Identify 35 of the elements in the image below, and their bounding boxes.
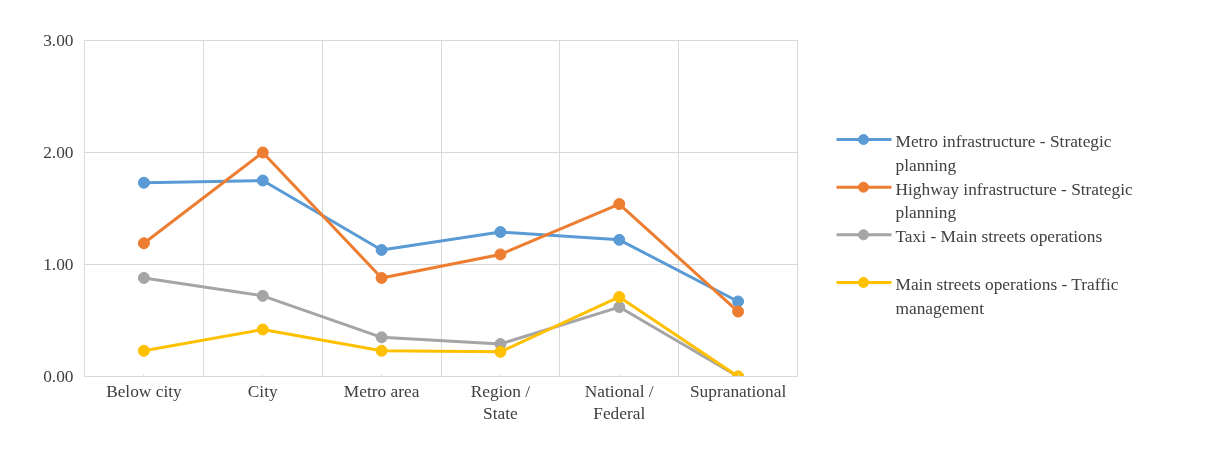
point xyxy=(732,295,745,308)
point xyxy=(256,323,269,336)
point xyxy=(137,344,150,357)
point xyxy=(137,176,150,189)
y-tick-label: 1.00 xyxy=(43,255,74,274)
x-tick-label: Region / State xyxy=(470,381,531,424)
x-tick-label: Below city xyxy=(106,381,183,401)
point xyxy=(375,271,388,284)
point xyxy=(732,305,745,318)
x-tick-label: City xyxy=(247,381,279,401)
y-tick-label: 2.00 xyxy=(43,143,74,162)
legend-label: Highway infrastructure - Strategic planning xyxy=(895,179,1134,223)
point xyxy=(613,290,626,303)
x-tick-label: Supranational xyxy=(689,381,787,401)
point xyxy=(613,233,626,246)
point xyxy=(375,331,388,344)
legend-label: Taxi - Main streets operations xyxy=(895,227,1103,247)
point xyxy=(494,345,507,358)
point xyxy=(494,248,507,261)
y-tick-label: 3.00 xyxy=(43,31,74,50)
x-tick-label: National / Federal xyxy=(584,381,654,424)
x-tick-label: Metro area xyxy=(343,381,420,401)
point xyxy=(256,146,269,159)
point xyxy=(375,344,388,357)
point xyxy=(256,289,269,302)
point xyxy=(375,243,388,256)
point xyxy=(256,174,269,187)
legend-label: Metro infrastructure - Strategic planning xyxy=(895,131,1112,175)
point xyxy=(494,226,507,239)
point xyxy=(137,237,150,250)
y-tick-label: 0.00 xyxy=(43,367,74,386)
point xyxy=(613,301,626,314)
legend-label: Main streets operations - Traffic management xyxy=(895,274,1119,318)
point xyxy=(613,198,626,211)
point xyxy=(137,271,150,284)
